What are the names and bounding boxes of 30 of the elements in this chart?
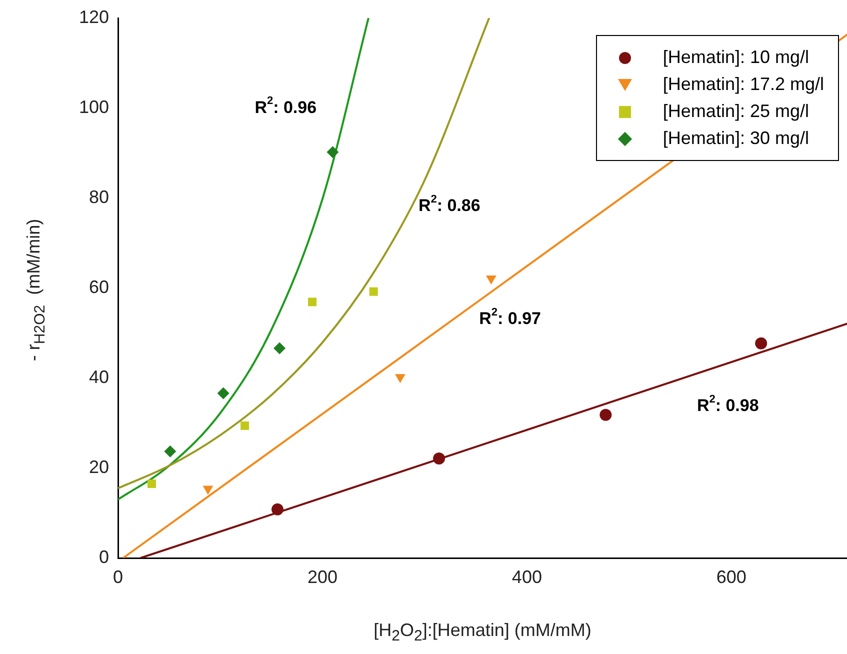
legend-label: [Hematin]: 17.2 mg/l	[662, 73, 824, 96]
point	[274, 342, 286, 354]
x-tick-label: 200	[307, 566, 338, 587]
line-series	[118, 18, 490, 490]
x-axis-title: [H$_{2}$O$_{2}$]:[Hematin] (mM/mM)	[372, 620, 592, 645]
x-tick-label: 600	[716, 566, 746, 587]
y-tick-label: 100	[78, 96, 109, 117]
y-tick-label: 80	[88, 186, 109, 207]
legend-label: [Hematin]: 25 mg/l	[662, 100, 809, 123]
point	[164, 445, 176, 458]
legend-label: [Hematin]: 10 mg/l	[662, 46, 809, 69]
point	[600, 408, 612, 421]
point	[326, 146, 339, 158]
point	[217, 387, 230, 400]
x-tick-label: 0	[112, 566, 124, 587]
point	[369, 287, 378, 296]
y-tick-label: 0	[98, 546, 109, 567]
point	[271, 503, 284, 516]
point	[755, 337, 768, 350]
y-tick-label: 60	[88, 276, 109, 297]
line-series	[118, 18, 370, 500]
y-tick-label: 40	[88, 366, 109, 387]
y-tick-label: 120	[78, 6, 109, 27]
point	[147, 480, 156, 488]
point	[308, 298, 316, 306]
legend-label: [Hematin]: 30 mg/l	[662, 127, 809, 150]
y-tick-label: 20	[88, 456, 109, 477]
x-tick-label: 400	[512, 566, 542, 587]
point	[240, 421, 250, 430]
point	[433, 452, 446, 465]
